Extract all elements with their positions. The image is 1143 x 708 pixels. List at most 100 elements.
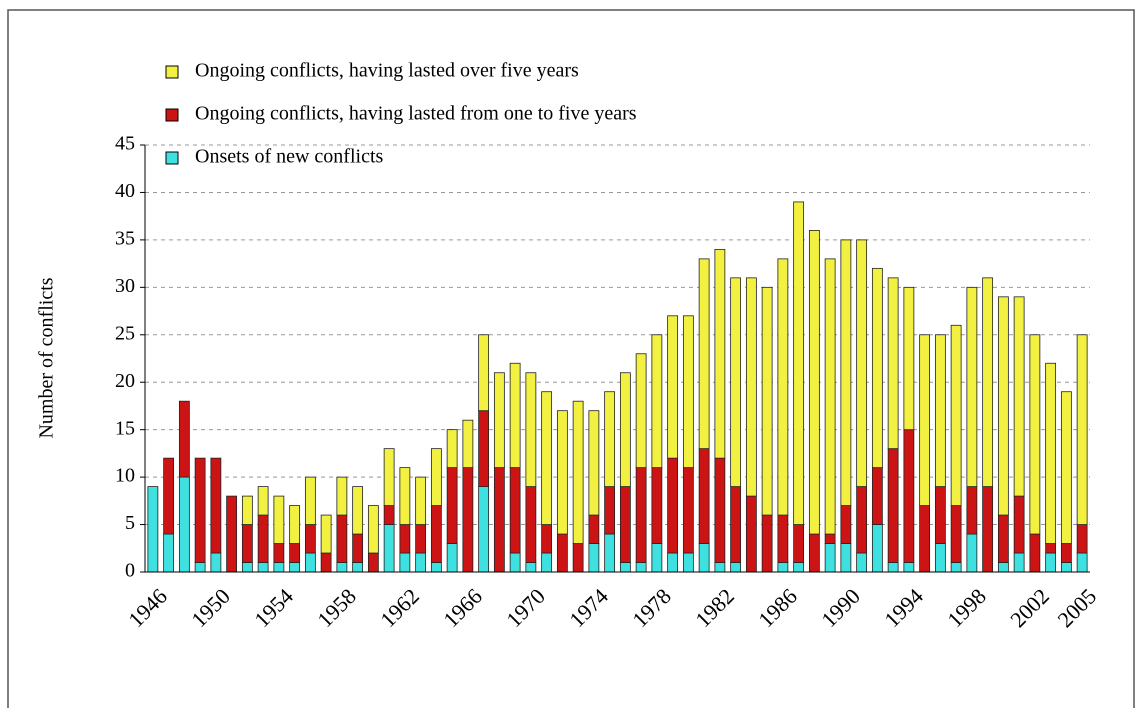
bar-segment [1029, 533, 1041, 573]
bar-segment [950, 562, 962, 573]
bar-segment [509, 552, 521, 573]
bar-segment [745, 495, 757, 573]
y-tick-label: 45 [115, 133, 135, 155]
bar-segment [194, 562, 206, 573]
bar-segment [478, 486, 490, 573]
bar-segment [178, 476, 190, 573]
bar-segment [525, 562, 537, 573]
bar-segment [714, 562, 726, 573]
bar-segment [619, 372, 631, 488]
bar-segment [635, 562, 647, 573]
bar-segment [1045, 552, 1057, 573]
bar-segment [1029, 334, 1041, 535]
bar-segment [399, 524, 411, 554]
bar-segment [1060, 391, 1072, 544]
bar-segment [1045, 362, 1057, 544]
bar-segment [541, 552, 553, 573]
bar-segment [635, 467, 647, 563]
bar-segment [840, 239, 852, 506]
bar-segment [588, 543, 600, 573]
bar-segment [399, 467, 411, 525]
bar-segment [982, 486, 994, 573]
legend-swatch [165, 151, 179, 165]
bar-segment [840, 505, 852, 544]
bar-segment [619, 562, 631, 573]
bar-segment [210, 457, 222, 554]
bar-segment [257, 562, 269, 573]
bar-segment [446, 467, 458, 544]
bar-segment [856, 552, 868, 573]
bar-segment [336, 476, 348, 516]
bar-segment [367, 505, 379, 554]
bar-segment [556, 533, 568, 573]
bar-segment [289, 562, 301, 573]
bar-segment [430, 562, 442, 573]
bar-segment [509, 362, 521, 469]
bar-segment [304, 524, 316, 554]
bar-segment [383, 524, 395, 573]
bar-segment [1060, 543, 1072, 563]
bar-segment [777, 514, 789, 563]
bar-segment [856, 486, 868, 554]
bar-segment [493, 467, 505, 573]
bar-segment [730, 486, 742, 563]
bar-segment [320, 514, 332, 554]
bar-segment [651, 467, 663, 544]
bar-segment [777, 562, 789, 573]
bar-segment [966, 486, 978, 535]
bar-segment [257, 486, 269, 516]
bar-segment [1013, 552, 1025, 573]
bar-segment [730, 562, 742, 573]
bar-segment [462, 419, 474, 469]
bar-segment [1076, 552, 1088, 573]
bar-segment [824, 543, 836, 573]
bar-segment [352, 533, 364, 563]
bar-segment [588, 514, 600, 544]
bar-segment [289, 543, 301, 563]
bar-segment [556, 410, 568, 535]
bar-segment [793, 524, 805, 563]
legend-swatch [165, 65, 179, 79]
frame [7, 9, 1135, 708]
bar-segment [934, 486, 946, 544]
bar-segment [383, 505, 395, 525]
bar-segment [241, 562, 253, 573]
bar-segment [808, 229, 820, 535]
bar-segment [919, 505, 931, 573]
y-tick-label: 35 [115, 227, 135, 249]
bar-segment [446, 543, 458, 573]
bar-segment [682, 467, 694, 554]
bar-segment [273, 495, 285, 544]
bar-segment [997, 562, 1009, 573]
bar-segment [588, 410, 600, 516]
bar-segment [178, 400, 190, 478]
bar-segment [478, 334, 490, 412]
bar-segment [604, 533, 616, 573]
bar-segment [604, 391, 616, 488]
bar-segment [887, 562, 899, 573]
bar-segment [903, 286, 915, 431]
bar-segment [730, 277, 742, 488]
bar-segment [635, 353, 647, 469]
bar-segment [682, 552, 694, 573]
bar-segment [871, 524, 883, 573]
bar-segment [950, 324, 962, 506]
legend-label: Ongoing conflicts, having lasted from on… [195, 103, 637, 125]
y-tick-label: 15 [115, 417, 135, 439]
bar-segment [415, 476, 427, 525]
bar-segment [1076, 524, 1088, 554]
bar-segment [541, 524, 553, 554]
bar-segment [509, 467, 521, 554]
bar-segment [714, 457, 726, 563]
bar-segment [446, 429, 458, 469]
bar-segment [241, 524, 253, 563]
bar-segment [698, 448, 710, 544]
bar-segment [966, 533, 978, 573]
bar-segment [604, 486, 616, 535]
bar-segment [194, 457, 206, 563]
bar-segment [273, 543, 285, 563]
bar-segment [761, 286, 773, 516]
bar-segment [336, 514, 348, 563]
bar-segment [997, 296, 1009, 516]
bar-segment [982, 277, 994, 488]
